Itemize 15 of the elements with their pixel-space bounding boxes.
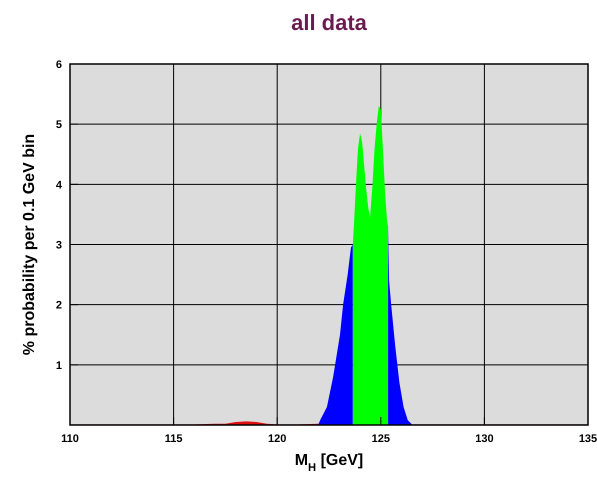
x-tick-label: 115 — [164, 433, 182, 445]
x-tick-label: 135 — [578, 433, 597, 445]
y-tick-label: 6 — [56, 59, 62, 71]
y-tick-label: 3 — [56, 240, 62, 252]
x-tick-label: 130 — [475, 433, 494, 445]
x-tick-label: 120 — [268, 433, 286, 445]
y-tick-label: 4 — [56, 179, 63, 192]
y-tick-label: 5 — [56, 119, 62, 132]
y-tick-label: 2 — [56, 300, 62, 312]
x-tick-label: 125 — [372, 433, 390, 445]
x-tick-label: 110 — [61, 433, 79, 445]
y-tick-label: 1 — [56, 360, 62, 372]
y-axis-title: % probability per 0.1 GeV bin — [21, 134, 38, 356]
chart-title: all data — [291, 10, 368, 35]
x-axis-title: M$_{H}$ [GeV] — [294, 452, 364, 474]
